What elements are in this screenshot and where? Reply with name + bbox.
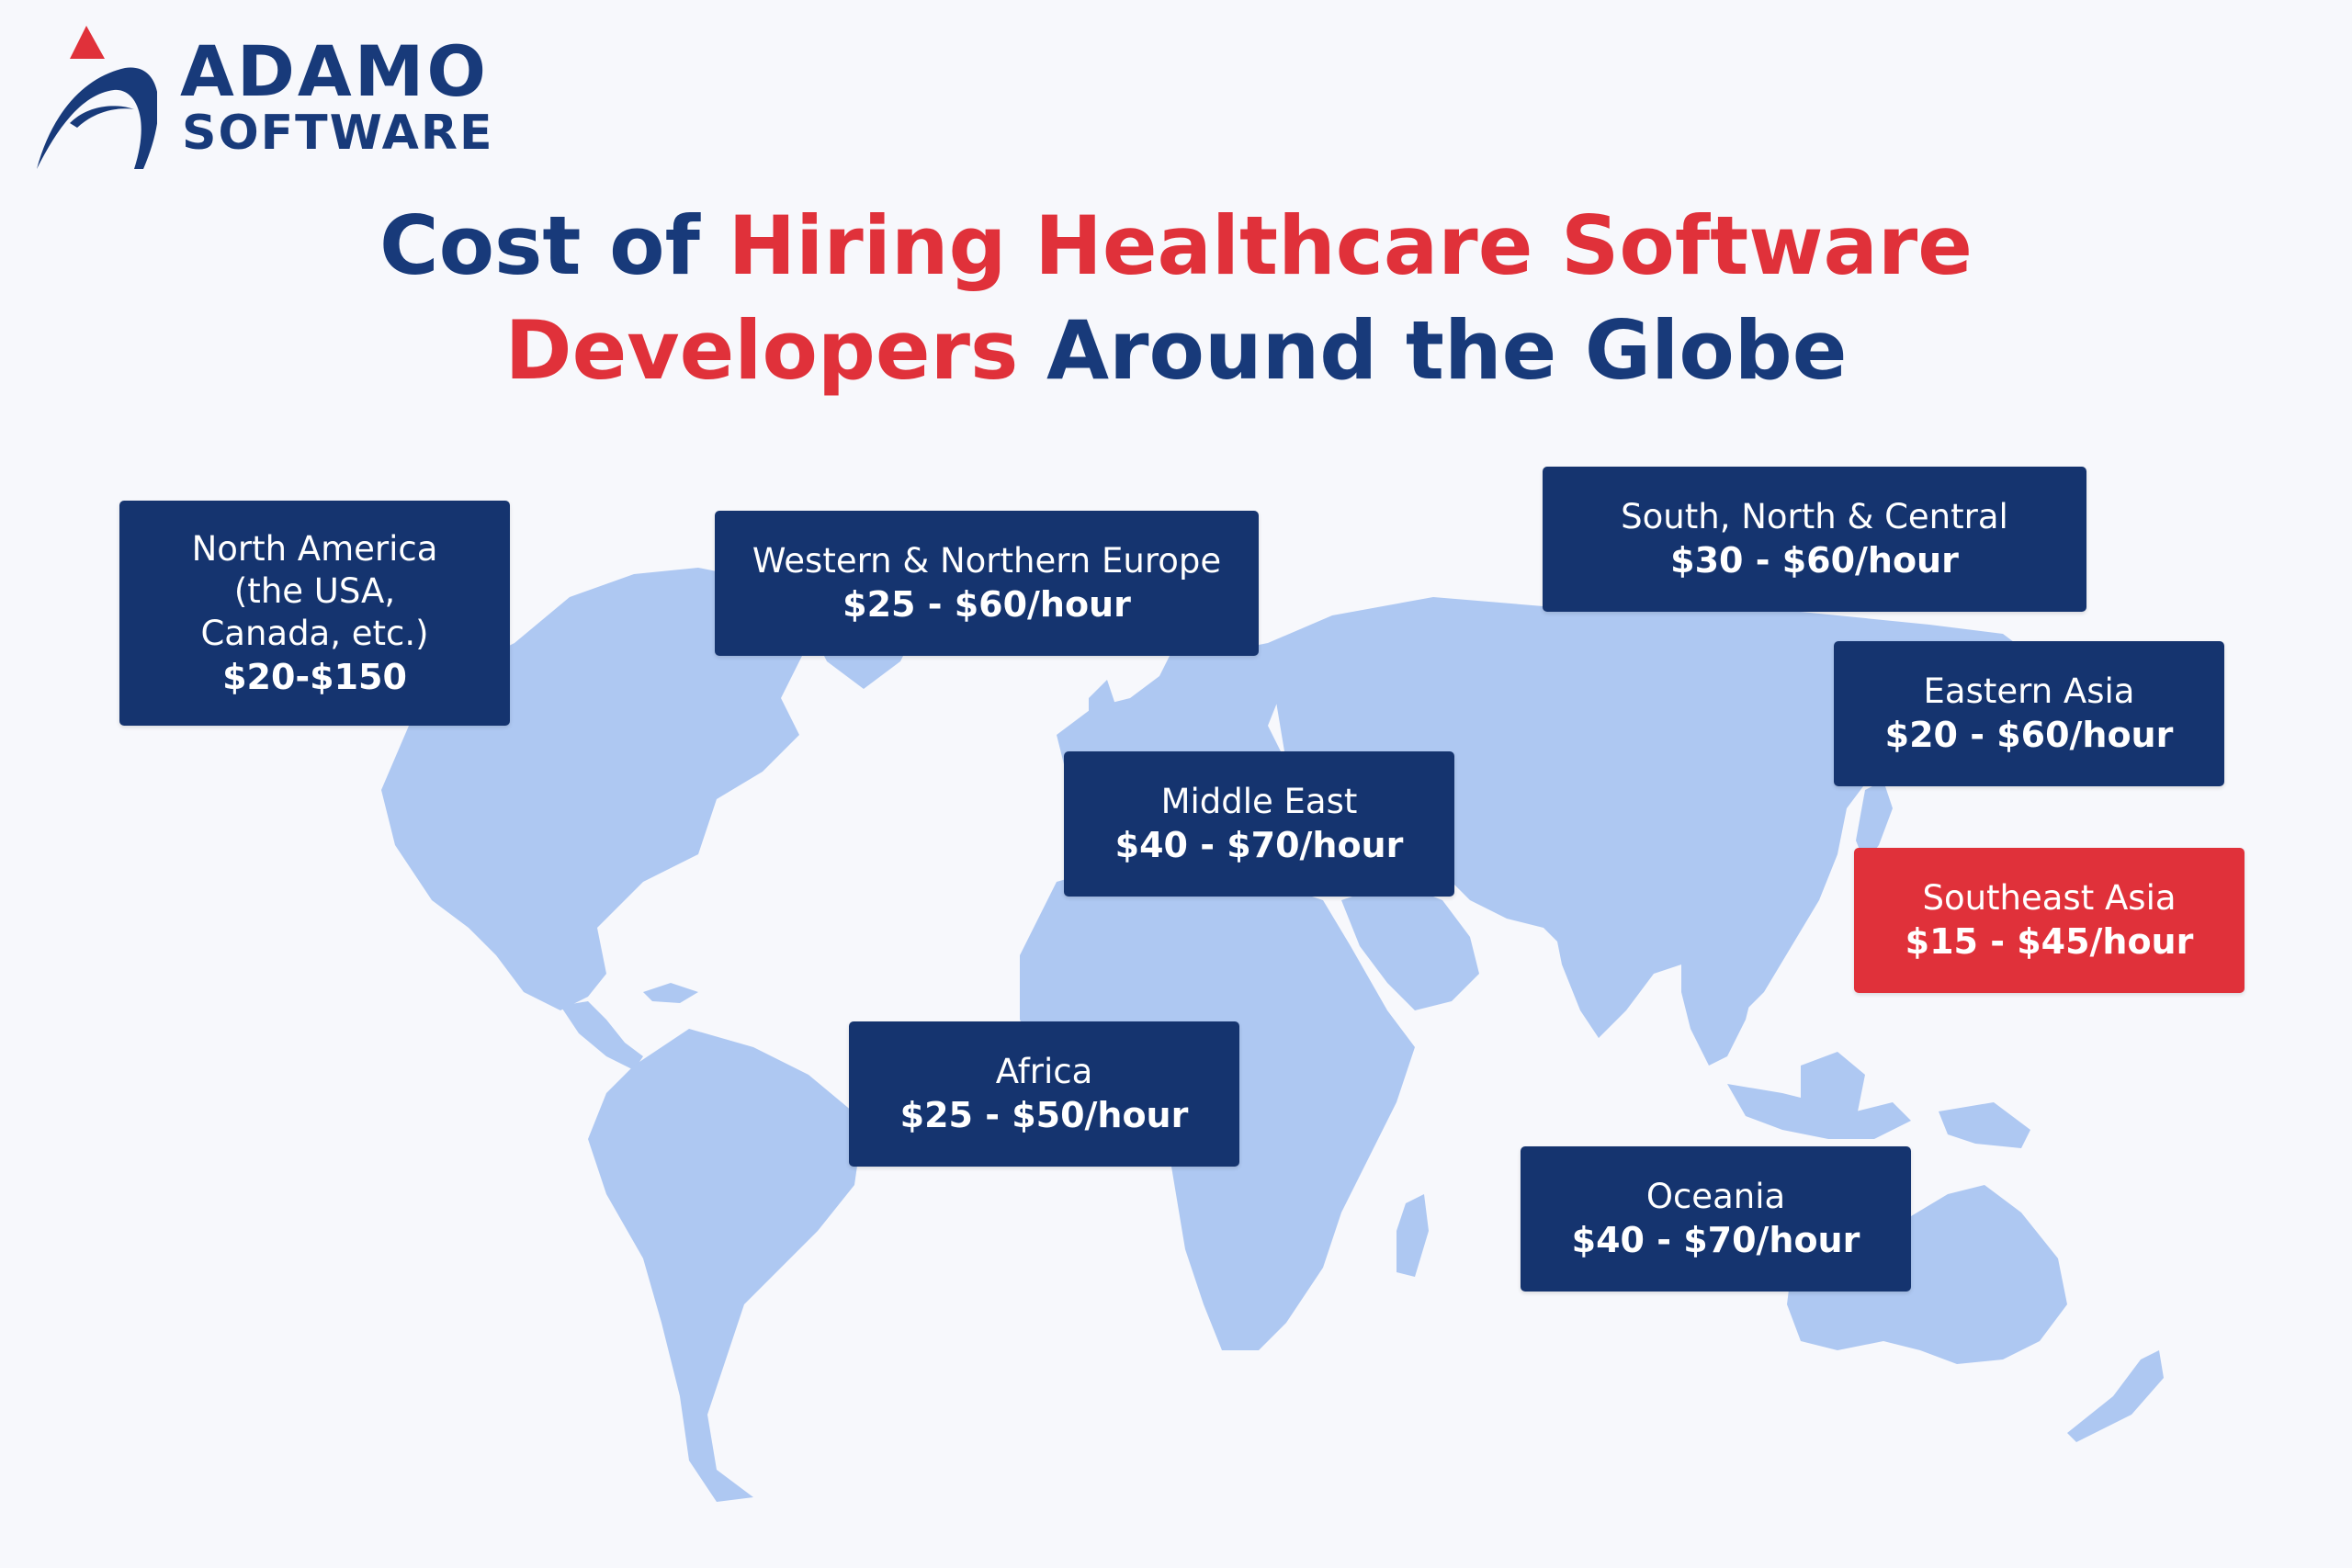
title-line2-part1: Developers: [504, 303, 1019, 398]
region-eastern-asia: Eastern Asia $20 - $60/hour: [1834, 641, 2224, 786]
map-arabia: [1341, 882, 1479, 1010]
region-price: $30 - $60/hour: [1670, 540, 1959, 581]
region-name: Africa: [995, 1052, 1093, 1091]
region-north-america: North America (the USA, Canada, etc.) $2…: [119, 501, 510, 726]
region-name-line2: (the USA,: [233, 570, 396, 611]
region-price: $20-$150: [222, 656, 407, 697]
region-name: Oceania: [1645, 1177, 1786, 1216]
adamo-logo: ADAMO SOFTWARE: [33, 22, 584, 178]
title-line1-part2: Hiring Healthcare Software: [728, 198, 1973, 293]
region-name: Middle East: [1160, 782, 1358, 821]
region-name: Western & Northern Europe: [752, 541, 1222, 581]
region-western-northern-europe: Western & Northern Europe $25 - $60/hour: [715, 511, 1259, 656]
region-price: $25 - $50/hour: [899, 1095, 1189, 1135]
region-price: $40 - $70/hour: [1114, 825, 1404, 865]
region-name-line3: Canada, etc.): [200, 613, 429, 653]
map-madagascar: [1396, 1194, 1429, 1277]
region-oceania: Oceania $40 - $70/hour: [1521, 1146, 1911, 1292]
region-price: $20 - $60/hour: [1884, 715, 2174, 755]
map-indochina: [1681, 946, 1755, 1066]
map-new-zealand: [2067, 1350, 2164, 1442]
region-name: Eastern Asia: [1923, 671, 2135, 711]
region-name: Southeast Asia: [1922, 878, 2177, 918]
map-south-america: [588, 1029, 864, 1502]
logo-name-line1: ADAMO: [180, 30, 489, 112]
region-name: South, North & Central: [1621, 497, 2008, 536]
region-price: $40 - $70/hour: [1571, 1220, 1860, 1260]
map-india: [1553, 919, 1645, 1038]
region-africa: Africa $25 - $50/hour: [849, 1021, 1239, 1167]
logo-name-line2: SOFTWARE: [182, 106, 494, 161]
region-name-line1: North America: [191, 528, 438, 569]
page-title-line1: Cost of Hiring Healthcare Software: [0, 195, 2352, 298]
title-line1-part1: Cost of: [379, 198, 729, 293]
map-caribbean: [643, 983, 698, 1003]
map-australia: [1787, 1185, 2067, 1364]
region-price: $25 - $60/hour: [842, 584, 1131, 625]
map-japan: [1856, 781, 1893, 863]
title-line2-part2: Around the Globe: [1018, 303, 1848, 398]
region-south-north-central-asia: South, North & Central $30 - $60/hour: [1543, 467, 2086, 612]
region-southeast-asia: Southeast Asia $15 - $45/hour: [1854, 848, 2245, 993]
map-uk: [1089, 680, 1116, 739]
map-new-guinea: [1939, 1102, 2030, 1148]
region-middle-east: Middle East $40 - $70/hour: [1064, 751, 1454, 897]
map-central-america: [560, 1001, 643, 1070]
region-price: $15 - $45/hour: [1905, 921, 2194, 962]
page-title-line2: Developers Around the Globe: [0, 299, 2352, 402]
adamo-logo-mark-icon: [37, 26, 157, 169]
map-borneo: [1801, 1052, 1865, 1125]
